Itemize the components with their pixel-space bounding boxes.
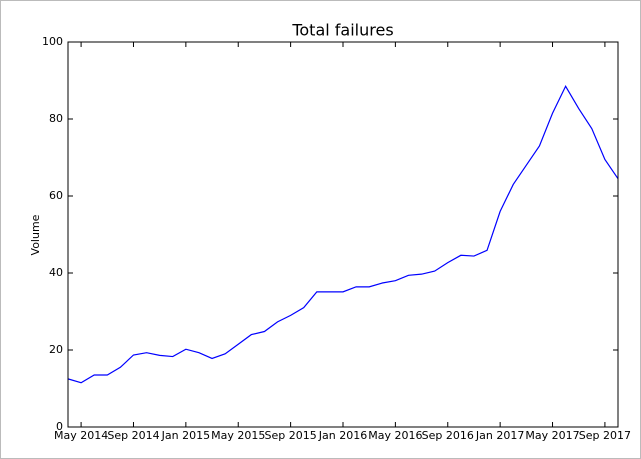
y-tick-label: 100: [42, 35, 63, 48]
x-tick-label: Sep 2016: [422, 429, 474, 442]
x-tick-label: Jan 2017: [475, 429, 524, 442]
y-tick-label: 0: [56, 420, 63, 433]
x-tick-label: May 2017: [525, 429, 579, 442]
x-tick-label: May 2016: [368, 429, 422, 442]
y-tick-label: 80: [49, 112, 63, 125]
x-tick-label: Jan 2015: [161, 429, 210, 442]
x-tick-label: Jan 2016: [318, 429, 367, 442]
y-tick-label: 20: [49, 343, 63, 356]
y-axis-label: Volume: [29, 214, 42, 255]
x-tick-label: Sep 2015: [265, 429, 317, 442]
chart-title: Total failures: [291, 21, 393, 40]
data-line: [67, 84, 619, 384]
x-tick-label: Sep 2017: [579, 429, 631, 442]
y-tick-label: 40: [49, 266, 63, 279]
plot-frame: [67, 41, 619, 428]
x-tick-label: Sep 2014: [107, 429, 159, 442]
x-tick-label: May 2015: [211, 429, 265, 442]
y-tick-label: 60: [49, 189, 63, 202]
x-tick-label: May 2014: [54, 429, 108, 442]
